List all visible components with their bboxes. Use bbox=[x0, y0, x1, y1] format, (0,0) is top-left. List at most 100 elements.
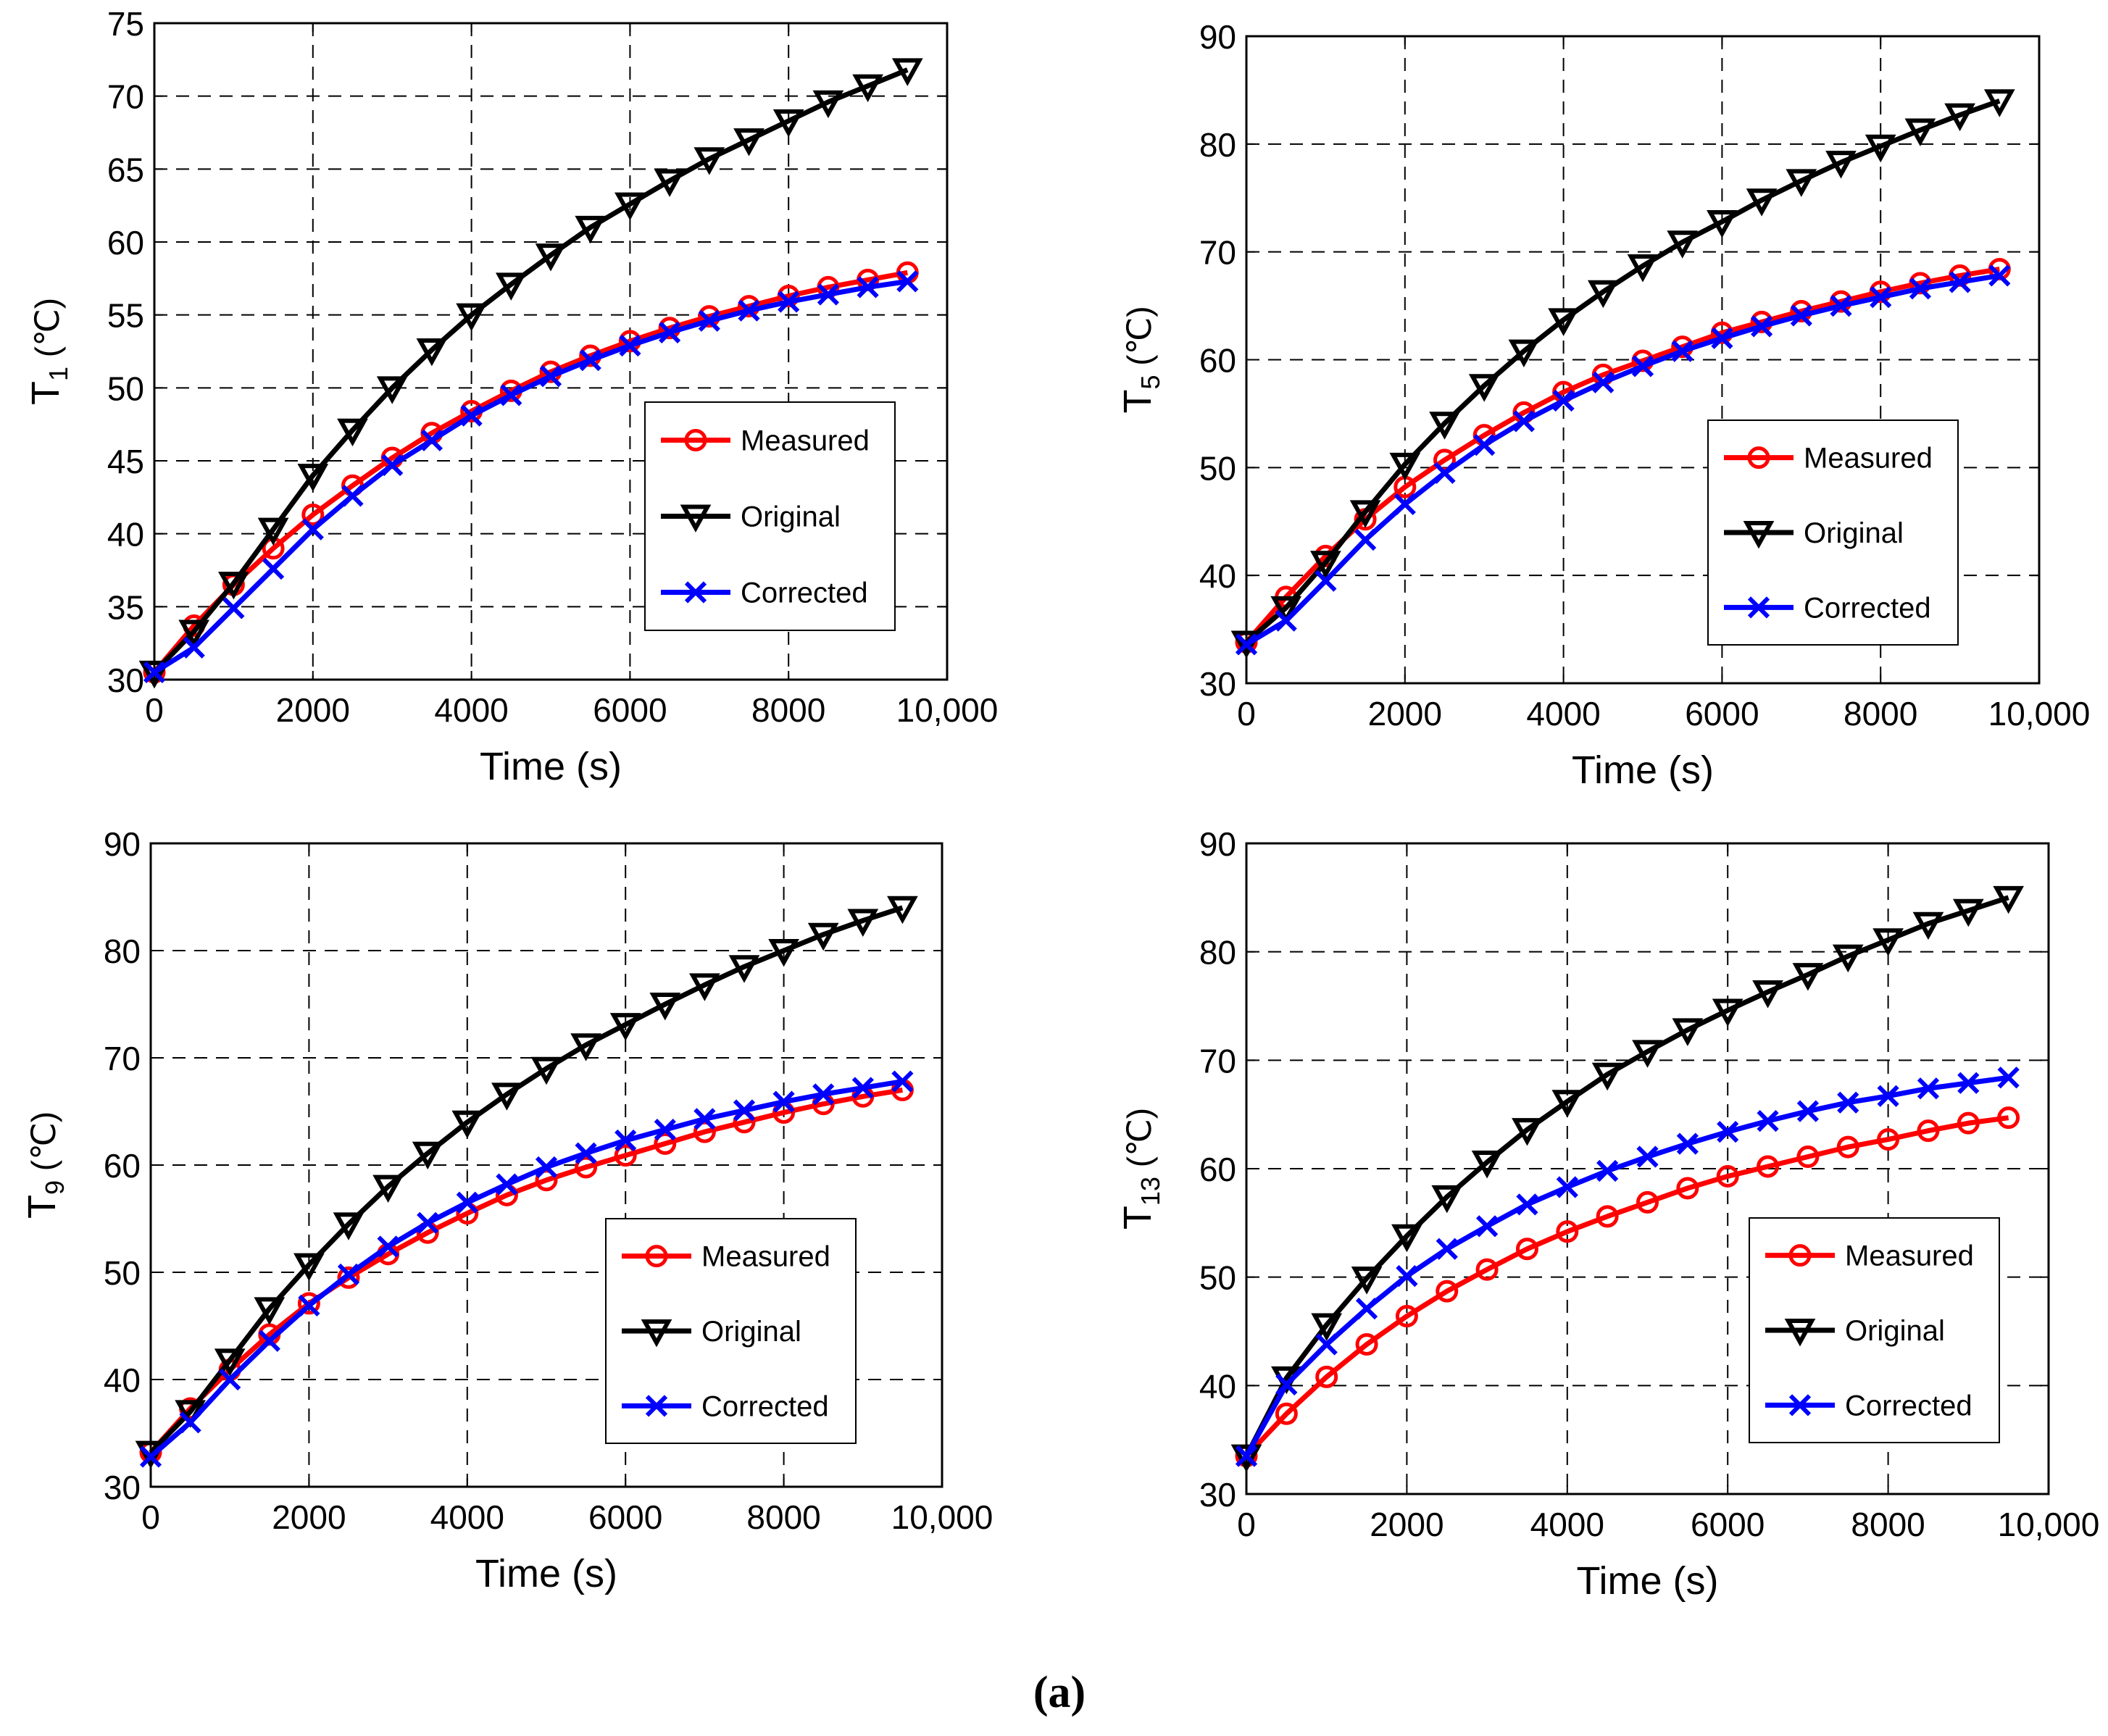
data-point-original bbox=[297, 464, 329, 492]
data-point-corrected bbox=[1596, 1159, 1619, 1182]
data-point-original bbox=[1548, 308, 1579, 336]
x-axis-title: Time (s) bbox=[1572, 748, 1714, 792]
data-point-original bbox=[1627, 254, 1659, 283]
data-point-corrected bbox=[258, 1330, 280, 1352]
data-point-original bbox=[1667, 230, 1699, 259]
data-point-original bbox=[1983, 89, 2015, 117]
data-point-corrected bbox=[1592, 371, 1615, 393]
data-point-corrected bbox=[1275, 609, 1297, 632]
series-corrected bbox=[143, 270, 919, 684]
data-point-corrected bbox=[1354, 528, 1377, 551]
data-point-corrected bbox=[619, 334, 641, 357]
data-point-original bbox=[1230, 1444, 1262, 1473]
legend-item-original: Original bbox=[661, 501, 841, 533]
x-tick-label: 6000 bbox=[1691, 1506, 1765, 1543]
data-point-original bbox=[575, 215, 607, 244]
data-point-corrected bbox=[420, 429, 443, 451]
x-tick-label: 8000 bbox=[1851, 1506, 1925, 1543]
chart-panel-1: 0 2000 4000 6000 8000 10,000 30 35 40 45 50 55 60 65 7… bbox=[24, 5, 998, 788]
data-point-measured bbox=[1596, 1205, 1619, 1228]
y-tick-label: 45 bbox=[107, 443, 144, 480]
data-point-original bbox=[138, 660, 170, 689]
data-point-corrected bbox=[1315, 569, 1337, 592]
data-point-original bbox=[1872, 928, 1904, 956]
data-point-measured bbox=[1869, 280, 1892, 304]
data-point-original bbox=[807, 922, 839, 951]
x-tick-label: 4000 bbox=[430, 1498, 504, 1536]
x-tick-label: 2000 bbox=[276, 691, 350, 729]
data-point-corrected bbox=[1917, 1077, 1940, 1100]
data-point-original bbox=[1912, 911, 1944, 940]
data-point-measured bbox=[1796, 1145, 1820, 1169]
y-tick-label: 50 bbox=[104, 1254, 141, 1292]
series-original bbox=[135, 896, 918, 1469]
data-point-corrected bbox=[1870, 286, 1892, 309]
data-point-original bbox=[1389, 452, 1421, 481]
data-point-original bbox=[530, 1056, 562, 1085]
data-point-corrected bbox=[298, 1294, 320, 1317]
data-point-corrected bbox=[1275, 1373, 1298, 1395]
series-original bbox=[1230, 885, 2024, 1473]
y-tick-label: 60 bbox=[107, 224, 144, 262]
legend-marker bbox=[645, 1245, 668, 1268]
data-point-corrected bbox=[500, 384, 522, 406]
legend-label: Original bbox=[701, 1316, 801, 1348]
data-point-corrected bbox=[179, 1411, 201, 1434]
data-point-corrected bbox=[341, 485, 364, 507]
data-point-measured bbox=[535, 1169, 558, 1192]
data-point-original bbox=[1508, 339, 1540, 368]
data-point-original bbox=[372, 1174, 404, 1203]
data-point-original bbox=[693, 147, 725, 175]
legend-marker bbox=[1788, 1244, 1812, 1267]
legend-label: Corrected bbox=[701, 1390, 829, 1422]
data-point-corrected bbox=[381, 454, 404, 477]
data-point-measured bbox=[1917, 1119, 1940, 1143]
data-point-original bbox=[1865, 134, 1896, 163]
data-point-corrected bbox=[535, 1156, 558, 1179]
legend-marker bbox=[645, 1395, 668, 1417]
data-point-corrected bbox=[579, 349, 601, 372]
data-point-corrected bbox=[1957, 1072, 1980, 1094]
data-point-original bbox=[1752, 980, 1783, 1009]
data-point-corrected bbox=[1235, 633, 1258, 656]
data-point-original bbox=[689, 973, 720, 1001]
data-point-corrected bbox=[658, 321, 681, 343]
data-point-corrected bbox=[1790, 304, 1812, 327]
x-tick-label: 0 bbox=[1237, 695, 1256, 733]
y-tick-label: 60 bbox=[104, 1147, 141, 1185]
data-point-corrected bbox=[1315, 1333, 1338, 1356]
chart-panel-2: 0 2000 4000 6000 8000 10,000 30 40 50 60 70 80 90 Tim… bbox=[1116, 18, 2090, 792]
y-axis-title: T13 (℃) bbox=[1116, 1108, 1165, 1230]
data-point-corrected bbox=[1355, 1297, 1378, 1320]
data-point-original bbox=[1551, 1090, 1583, 1118]
data-point-corrected bbox=[1796, 1100, 1820, 1122]
data-point-corrected bbox=[1909, 277, 1932, 300]
legend-marker bbox=[1747, 596, 1770, 619]
y-tick-label: 50 bbox=[1199, 1259, 1236, 1297]
legend-item-original: Original bbox=[1765, 1315, 1945, 1347]
data-point-measured bbox=[693, 1120, 716, 1143]
x-axis-title: Time (s) bbox=[480, 745, 622, 788]
y-tick-label: 30 bbox=[107, 662, 144, 699]
data-point-original bbox=[768, 939, 799, 967]
x-tick-label: 2000 bbox=[272, 1498, 346, 1536]
data-point-corrected bbox=[219, 1368, 241, 1391]
x-tick-label: 8000 bbox=[1844, 695, 1917, 733]
y-tick-label: 40 bbox=[107, 516, 144, 554]
data-point-original bbox=[570, 1033, 601, 1061]
x-tick-label: 10,000 bbox=[1988, 695, 2091, 733]
data-point-original bbox=[1825, 151, 1857, 179]
legend-marker bbox=[1743, 521, 1775, 549]
x-tick-label: 0 bbox=[145, 691, 164, 729]
data-point-original bbox=[1672, 1018, 1704, 1046]
data-point-corrected bbox=[417, 1211, 439, 1235]
data-point-measured bbox=[1877, 1128, 1900, 1151]
chart-panel-3: 0 2000 4000 6000 8000 10,000 30 40 50 60 70 80 90 Tim… bbox=[20, 825, 993, 1595]
legend-marker bbox=[1784, 1319, 1816, 1347]
data-point-measured bbox=[614, 1144, 637, 1167]
legend-marker bbox=[684, 429, 707, 451]
y-tick-label: 40 bbox=[1199, 557, 1236, 595]
data-point-corrected bbox=[1436, 1238, 1458, 1260]
legend-label: Measured bbox=[701, 1241, 830, 1273]
data-point-corrected bbox=[1997, 1067, 2020, 1089]
